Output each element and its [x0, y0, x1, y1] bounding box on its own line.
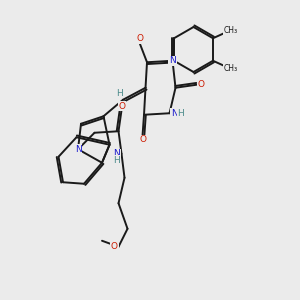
Text: O: O [111, 242, 118, 251]
Text: O: O [136, 34, 143, 43]
Text: CH₃: CH₃ [224, 26, 238, 35]
Text: N: N [171, 109, 177, 118]
Text: H: H [113, 156, 120, 165]
Text: O: O [118, 101, 126, 110]
Text: H: H [178, 109, 184, 118]
Text: H: H [116, 89, 123, 98]
Text: CH₃: CH₃ [224, 64, 238, 74]
Text: O: O [139, 135, 146, 144]
Text: O: O [198, 80, 205, 89]
Text: N: N [75, 145, 81, 154]
Text: N: N [169, 56, 176, 65]
Text: N: N [113, 149, 120, 158]
